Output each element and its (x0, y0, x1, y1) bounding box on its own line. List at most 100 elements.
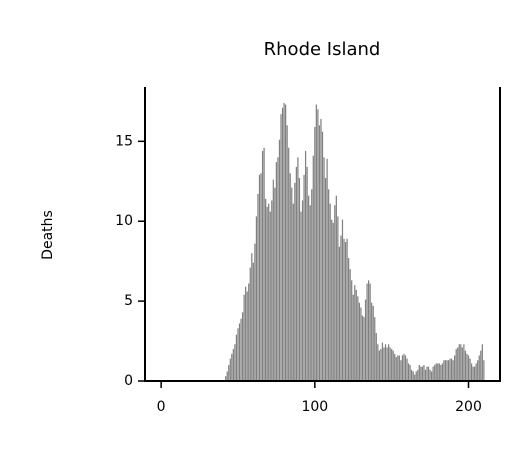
bar (354, 285, 356, 381)
bar (269, 211, 271, 381)
bar (346, 238, 348, 381)
bar (257, 194, 259, 381)
bar (349, 269, 351, 381)
bar (478, 355, 480, 381)
bar (406, 358, 408, 381)
bar (361, 315, 364, 381)
bar (391, 349, 393, 381)
bar (474, 366, 476, 381)
bar (232, 349, 234, 381)
bar (234, 344, 236, 381)
bar (277, 157, 279, 381)
bar (446, 360, 448, 381)
bar (324, 178, 327, 381)
bar (297, 157, 299, 381)
bar (315, 104, 317, 382)
bar (281, 107, 284, 382)
bar (289, 173, 291, 381)
bar (444, 360, 447, 381)
bar (300, 211, 302, 381)
bar (255, 216, 258, 381)
bar (308, 195, 310, 381)
bar (421, 366, 424, 381)
bar (441, 363, 443, 381)
bar (303, 174, 305, 381)
bar (321, 131, 324, 381)
bar (265, 198, 267, 381)
bar (291, 187, 293, 381)
bar (228, 365, 230, 381)
bar (404, 355, 407, 381)
bar (343, 238, 345, 381)
bar (237, 328, 239, 381)
bar (475, 363, 477, 381)
bar (480, 350, 482, 381)
bar (338, 246, 341, 381)
bar (329, 203, 331, 381)
bar (328, 189, 330, 381)
bar (246, 291, 248, 381)
bar (440, 365, 442, 381)
bar (400, 360, 402, 381)
bar (314, 126, 316, 382)
bar (274, 187, 276, 381)
bar (420, 366, 422, 381)
bar (238, 323, 241, 381)
bar (334, 205, 336, 381)
bar (450, 358, 453, 381)
bar (454, 355, 456, 381)
bar (263, 147, 265, 381)
bar (235, 334, 238, 381)
bar (417, 369, 419, 381)
bar (226, 371, 228, 381)
bar (418, 365, 420, 381)
bar (252, 262, 254, 381)
bar (294, 182, 296, 381)
bar (427, 366, 430, 381)
bar (298, 178, 301, 381)
bar (392, 350, 394, 381)
bar (266, 206, 268, 381)
bar (469, 358, 471, 381)
y-tick-label: 10 (115, 213, 133, 229)
bar (464, 350, 467, 381)
y-axis-label: Deaths (40, 210, 56, 260)
x-tick-label: 100 (301, 399, 328, 415)
bar (309, 205, 311, 381)
bar (317, 109, 319, 381)
bar (355, 289, 357, 381)
bar (335, 195, 337, 381)
bar (337, 216, 339, 381)
bar (401, 355, 404, 381)
bar (240, 318, 242, 381)
bar (452, 360, 454, 381)
bar (430, 371, 433, 381)
bar (251, 253, 253, 381)
bar (380, 349, 382, 381)
bar (248, 283, 250, 381)
bar (437, 363, 439, 381)
bar (447, 360, 450, 381)
bar (326, 158, 328, 381)
y-tick-label: 0 (124, 373, 133, 389)
bar (285, 104, 287, 382)
bar (304, 150, 307, 381)
bar (231, 353, 233, 381)
bar (397, 355, 399, 381)
bar (443, 360, 445, 381)
bar (423, 365, 425, 381)
bar (363, 317, 365, 381)
bar (407, 363, 410, 381)
bar (374, 317, 376, 381)
bar (272, 179, 274, 381)
bar (283, 102, 285, 381)
bar (331, 219, 333, 381)
bar (292, 203, 294, 381)
chart-title: Rhode Island (264, 39, 381, 60)
bar (301, 200, 304, 381)
bar (369, 283, 371, 381)
bar (461, 347, 463, 381)
bar (268, 203, 270, 381)
